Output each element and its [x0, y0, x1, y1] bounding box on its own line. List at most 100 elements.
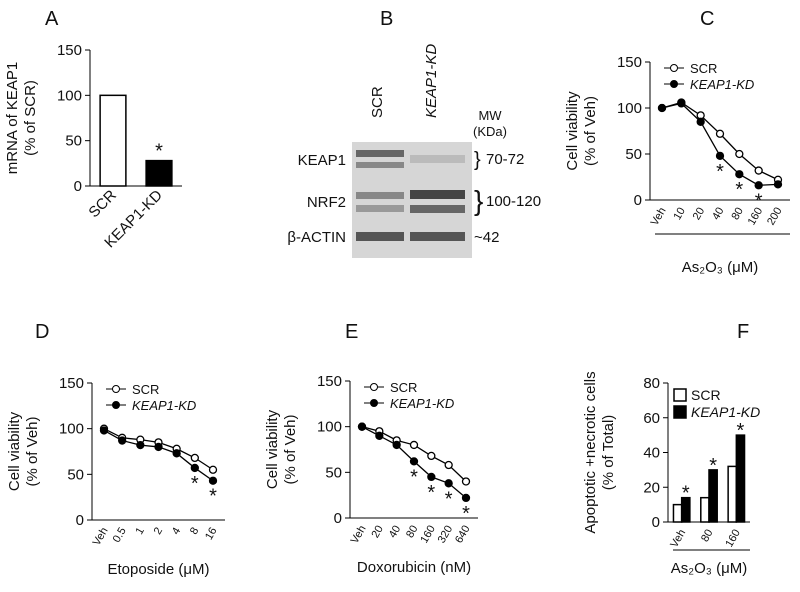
x-tick-label: Veh — [649, 206, 669, 228]
brace: } — [474, 149, 481, 171]
x-axis-label: As₂O₃ (μM) — [682, 259, 758, 276]
mw-label: 70-72 — [486, 151, 524, 168]
x-tick-label: 160 — [418, 524, 438, 546]
bar — [672, 503, 683, 523]
point — [118, 436, 127, 445]
legend-label: KEAP1-KD — [690, 77, 754, 92]
legend-label: KEAP1-KD — [390, 396, 454, 411]
y-axis-label: Cell viability — [564, 91, 581, 171]
point — [409, 457, 419, 466]
band — [356, 162, 404, 168]
legend-marker — [370, 399, 378, 407]
legend-label: SCR — [390, 380, 417, 395]
point — [392, 440, 401, 450]
x-tick-label: 200 — [765, 206, 785, 228]
sig-label: * — [737, 420, 745, 442]
point — [715, 129, 725, 138]
y-tick-label: 80 — [643, 375, 660, 392]
y-tick-label: 100 — [617, 100, 642, 117]
bar — [735, 434, 746, 523]
bar — [700, 496, 710, 523]
point — [154, 442, 163, 452]
brace: } — [474, 185, 483, 216]
legend-marker — [670, 80, 678, 88]
y-tick-label: 60 — [643, 410, 660, 427]
bar — [727, 465, 738, 523]
row-label: KEAP1 — [298, 152, 346, 169]
x-tick-label: 20 — [691, 206, 708, 223]
x-tick-label: Veh — [668, 528, 688, 550]
point — [735, 149, 744, 159]
sig-label: * — [735, 179, 743, 201]
x-tick-label: 40 — [710, 206, 727, 223]
column-label: SCR — [369, 86, 386, 118]
x-tick-label: 8 — [188, 526, 201, 537]
band — [410, 155, 465, 163]
point — [99, 426, 109, 435]
x-tick-label: Veh — [349, 524, 369, 546]
sig-label: * — [682, 483, 690, 505]
sig-label: * — [462, 503, 470, 525]
legend-marker — [112, 401, 120, 409]
legend-label: KEAP1-KD — [132, 398, 196, 413]
point — [461, 493, 471, 503]
legend-label: SCR — [691, 387, 721, 403]
bar — [99, 94, 127, 187]
y-tick-label: 0 — [74, 178, 82, 195]
x-tick-label: 10 — [671, 206, 688, 223]
panel-letter: F — [737, 321, 749, 343]
band — [356, 150, 404, 157]
sig-label: * — [155, 141, 163, 163]
point — [444, 479, 453, 488]
band — [410, 232, 465, 241]
y-tick-label: 0 — [334, 510, 342, 527]
point — [754, 181, 763, 190]
sig-label: * — [709, 455, 717, 477]
point — [208, 476, 218, 485]
legend-marker — [670, 64, 678, 72]
sig-label: * — [445, 488, 453, 510]
mw-header: (KDa) — [473, 124, 507, 139]
point — [754, 166, 763, 175]
mw-label: ~42 — [474, 229, 499, 246]
x-tick-label: 640 — [453, 524, 473, 546]
y-tick-label: 0 — [634, 192, 642, 209]
y-axis-label: (% of SCR) — [22, 80, 39, 156]
y-axis-label: Cell viability — [264, 409, 281, 489]
sig-label: * — [755, 190, 763, 212]
band — [356, 205, 404, 212]
y-tick-label: 40 — [643, 445, 660, 462]
legend-label: SCR — [690, 61, 717, 76]
row-label: β-ACTIN — [287, 229, 346, 246]
point — [696, 117, 705, 126]
row-label: NRF2 — [307, 194, 346, 211]
blot-panel: B SCR KEAP1-KD MW (KDa) KEAP1 NRF2 β-ACT… — [287, 8, 541, 258]
point — [444, 460, 453, 470]
y-tick-label: 50 — [65, 133, 82, 150]
y-tick-label: 50 — [625, 146, 642, 163]
x-tick-label: 80 — [404, 524, 421, 541]
x-tick-label: 1 — [133, 526, 146, 537]
bar — [145, 159, 173, 187]
band — [410, 205, 465, 213]
y-tick-label: 0 — [76, 512, 84, 529]
y-axis-label: mRNA of KEAP1 — [4, 62, 21, 175]
y-tick-label: 0 — [652, 514, 660, 531]
y-axis-label: (% of Veh) — [282, 414, 299, 484]
bar — [708, 469, 718, 523]
point — [208, 465, 218, 474]
y-tick-label: 150 — [59, 375, 84, 392]
x-tick-label: 320 — [436, 524, 456, 546]
y-axis-label: (% of Total) — [600, 415, 617, 491]
panel-letter: A — [45, 8, 59, 30]
legend-swatch — [673, 405, 687, 419]
sig-label: * — [191, 473, 199, 495]
y-axis-label: (% of Veh) — [24, 416, 41, 486]
point — [190, 463, 199, 473]
point — [461, 477, 471, 486]
band — [410, 190, 465, 199]
x-tick-label: 40 — [387, 524, 404, 541]
y-tick-label: 50 — [325, 464, 342, 481]
